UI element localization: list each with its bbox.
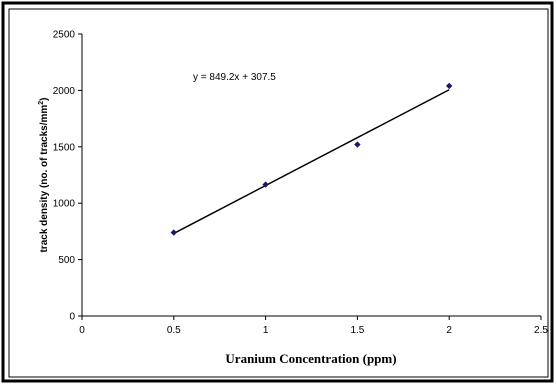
x-tick-label: 0.5 [167,325,181,336]
y-tick-label: 500 [58,255,75,266]
data-points [170,82,453,236]
y-ticks: 0 500 1000 1500 2000 2500 [53,30,82,323]
y-axis-label-tail: ) [39,97,50,100]
trendline-group [173,89,450,235]
y-axis-label-main: track density (no. of tracks/mm [39,105,50,253]
x-ticks: 0 0.5 1 1.5 2 2.5 [79,316,548,336]
y-tick-label: 1500 [53,142,76,153]
data-point [262,181,269,188]
y-tick-label: 0 [69,312,75,323]
x-axis-label: Uranium Concentration (ppm) [225,351,396,366]
data-point [354,141,361,148]
trendline [173,89,450,235]
data-point [170,229,177,236]
y-tick-label: 2000 [53,86,76,97]
y-tick-label: 1000 [53,199,76,210]
x-tick-label: 2 [446,325,452,336]
chart-frame [1,1,554,383]
x-tick-label: 1 [263,325,269,336]
y-axis-label-sup: 2 [38,101,45,105]
x-tick-label: 1.5 [350,325,364,336]
trendline-equation: y = 849.2x + 307.5 [193,72,276,83]
y-axis-label: track density (no. of tracks/mm2) [38,97,50,252]
data-point [446,82,453,90]
chart-frame-inner [8,8,549,378]
y-tick-label: 2500 [53,30,76,41]
x-tick-label: 0 [79,325,85,336]
x-tick-label: 2.5 [534,325,548,336]
